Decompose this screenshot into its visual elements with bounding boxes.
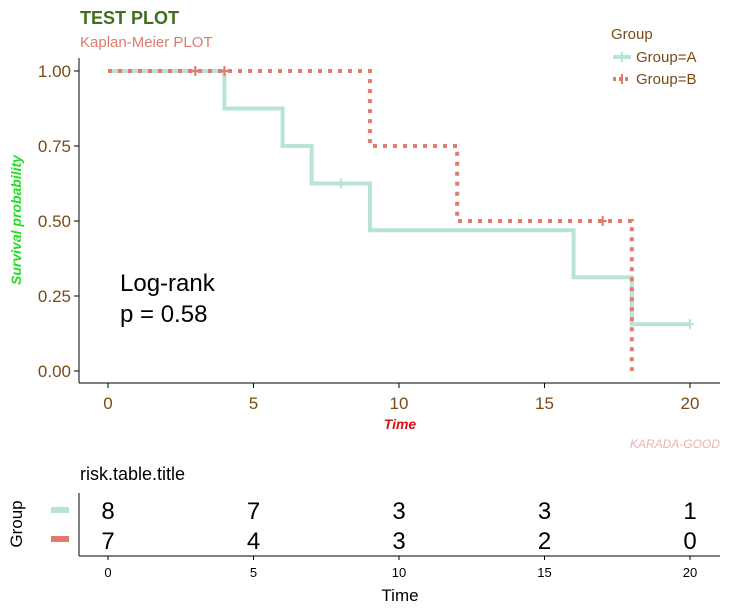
- curve-group-b: [108, 69, 634, 371]
- legend: Group Group=A Group=B: [611, 26, 696, 88]
- chart-subtitle: Kaplan-Meier PLOT: [80, 34, 213, 51]
- risk-y-axis-label: Group: [7, 500, 26, 547]
- risk-cell: 3: [392, 498, 405, 525]
- x-tick-label: 10: [390, 394, 409, 413]
- x-tick-label: 5: [249, 394, 258, 413]
- risk-x-tick-label: 10: [392, 565, 406, 580]
- chart-title: TEST PLOT: [80, 8, 179, 28]
- risk-x-axis-ticks: 0 5 10 15 20: [104, 556, 697, 580]
- survival-curves: [108, 66, 694, 371]
- risk-cell: 3: [392, 528, 405, 555]
- risk-cell: 4: [247, 528, 260, 555]
- risk-cell: 1: [683, 498, 696, 525]
- legend-title: Group: [611, 26, 653, 43]
- risk-x-tick-label: 20: [683, 565, 697, 580]
- x-axis-label: Time: [384, 416, 417, 432]
- y-axis-label: Survival probability: [8, 154, 24, 285]
- risk-x-tick-label: 5: [250, 565, 257, 580]
- y-tick-label: 0.25: [38, 287, 71, 306]
- legend-label-group-a: Group=A: [636, 49, 696, 66]
- x-axis-ticks: 0 5 10 15 20: [103, 383, 699, 413]
- risk-table-title: risk.table.title: [80, 464, 185, 484]
- risk-cell: 2: [538, 528, 551, 555]
- risk-x-tick-label: 0: [104, 565, 111, 580]
- legend-label-group-b: Group=B: [636, 71, 696, 88]
- risk-cell: 0: [683, 528, 696, 555]
- risk-cell: 7: [247, 498, 260, 525]
- risk-x-tick-label: 15: [537, 565, 551, 580]
- plot-caption: KARADA-GOOD: [630, 437, 720, 451]
- x-tick-label: 20: [681, 394, 700, 413]
- y-tick-label: 0.50: [38, 212, 71, 231]
- risk-cell: 8: [101, 498, 114, 525]
- x-tick-label: 15: [535, 394, 554, 413]
- risk-table-values: 8 7 3 3 1 7 4 3 2 0: [101, 498, 696, 555]
- y-tick-label: 0.75: [38, 137, 71, 156]
- x-tick-label: 0: [103, 394, 112, 413]
- risk-x-axis-label: Time: [381, 586, 418, 605]
- y-axis-ticks: 0.00 0.25 0.50 0.75 1.00: [38, 62, 79, 381]
- y-tick-label: 1.00: [38, 62, 71, 81]
- y-tick-label: 0.00: [38, 362, 71, 381]
- risk-cell: 7: [101, 528, 114, 555]
- logrank-label: Log-rank: [120, 270, 216, 297]
- logrank-pvalue: p = 0.58: [120, 301, 207, 328]
- risk-cell: 3: [538, 498, 551, 525]
